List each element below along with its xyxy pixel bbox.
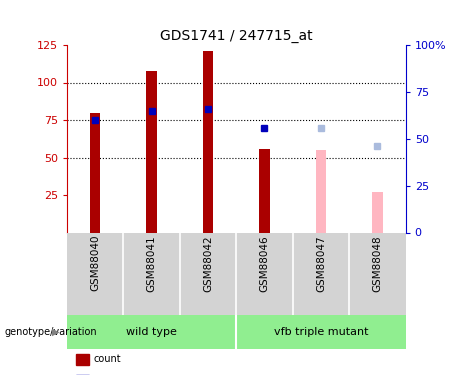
Bar xyxy=(316,150,326,232)
Text: GSM88047: GSM88047 xyxy=(316,235,326,292)
Bar xyxy=(260,148,270,232)
Text: GSM88042: GSM88042 xyxy=(203,235,213,292)
Text: ▶: ▶ xyxy=(53,327,60,337)
Text: wild type: wild type xyxy=(126,327,177,337)
Bar xyxy=(372,192,383,232)
Text: GSM88041: GSM88041 xyxy=(147,235,157,292)
Text: count: count xyxy=(94,354,121,364)
Text: GSM88040: GSM88040 xyxy=(90,235,100,291)
Bar xyxy=(90,112,100,232)
Text: GSM88046: GSM88046 xyxy=(260,235,270,292)
Text: genotype/variation: genotype/variation xyxy=(5,327,97,337)
Text: GSM88048: GSM88048 xyxy=(372,235,383,292)
Title: GDS1741 / 247715_at: GDS1741 / 247715_at xyxy=(160,28,313,43)
Bar xyxy=(147,70,157,232)
Text: vfb triple mutant: vfb triple mutant xyxy=(274,327,368,337)
Bar xyxy=(203,51,213,232)
